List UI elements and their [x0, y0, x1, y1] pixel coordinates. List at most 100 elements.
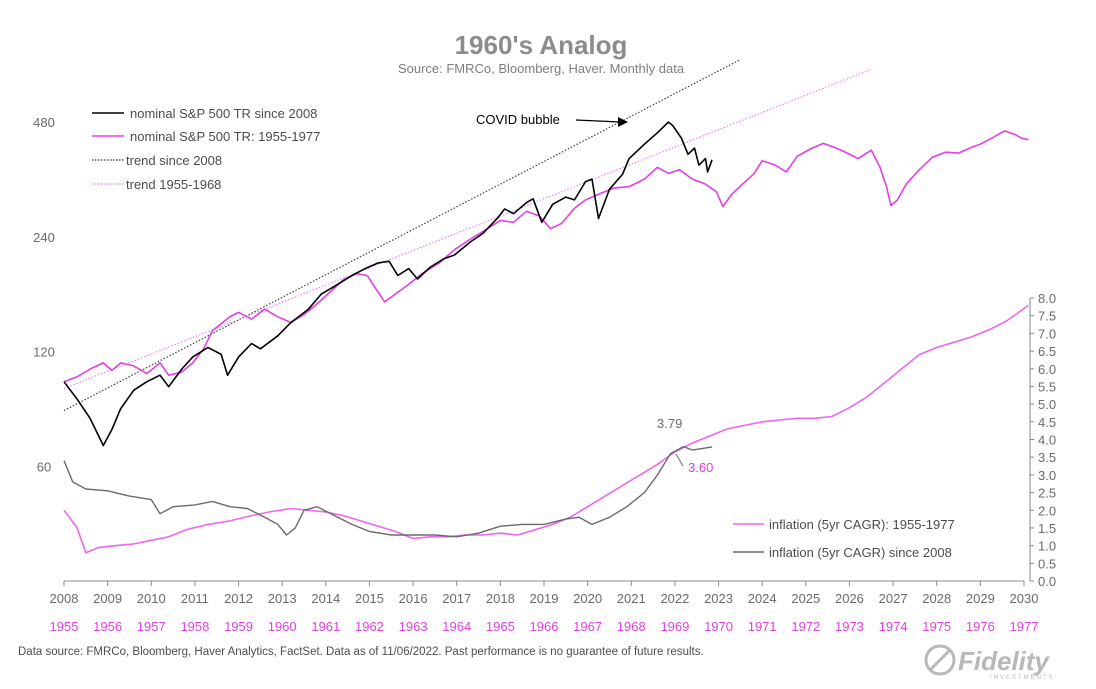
x-tick-label-top: 2021: [617, 591, 646, 606]
x-tick-label-top: 2009: [93, 591, 122, 606]
x-tick-label-bottom: 1963: [399, 619, 428, 634]
y-tick-label-left: 60: [37, 459, 51, 474]
inflation-analog-label: 3.60: [688, 460, 713, 475]
y-tick-label-right: 5.5: [1038, 379, 1056, 394]
x-tick-label-bottom: 1962: [355, 619, 384, 634]
chart-subtitle: Source: FMRCo, Bloomberg, Haver. Monthly…: [398, 61, 685, 76]
y-tick-label-right: 2.5: [1038, 486, 1056, 501]
x-tick-label-bottom: 1955: [50, 619, 79, 634]
x-tick-label-bottom: 1961: [311, 619, 340, 634]
x-tick-label-bottom: 1974: [879, 619, 908, 634]
legend-label-infl-1955: inflation (5yr CAGR): 1955-1977: [769, 517, 955, 532]
x-tick-label-top: 2018: [486, 591, 515, 606]
x-tick-label-bottom: 1969: [660, 619, 689, 634]
tick-labels: 2008 2009 2010 2011 2012 2013 2014 2015 2016 2017…: [33, 115, 1056, 634]
inflation-analog-leader: [675, 453, 684, 467]
y-tick-label-right: 4.5: [1038, 415, 1056, 430]
x-tick-label-top: 2016: [399, 591, 428, 606]
x-tick-label-top: 2017: [442, 591, 471, 606]
fidelity-logo-mark: [924, 644, 956, 676]
x-tick-label-top: 2030: [1010, 591, 1039, 606]
trend-lines: [63, 59, 872, 412]
chart-title: 1960's Analog: [455, 30, 628, 60]
fidelity-brand: Fidelity: [958, 646, 1051, 676]
x-tick-label-bottom: 1970: [704, 619, 733, 634]
series-inflation-2008: [63, 445, 713, 538]
x-tick-label-bottom: 1977: [1010, 619, 1039, 634]
legend-bottom: inflation (5yr CAGR): 1955-1977 inflatio…: [733, 517, 955, 560]
x-tick-label-top: 2019: [530, 591, 559, 606]
x-tick-label-bottom: 1973: [835, 619, 864, 634]
annotation-inflation: 3.79 3.60: [657, 416, 713, 475]
x-tick-label-bottom: 1958: [180, 619, 209, 634]
x-tick-label-top: 2010: [137, 591, 166, 606]
covid-bubble-label: COVID bubble: [476, 112, 560, 127]
y-tick-label-right: 6.5: [1038, 344, 1056, 359]
covid-arrow-head: [618, 117, 628, 127]
y-tick-label-right: 7.0: [1038, 326, 1056, 341]
legend-label-sp-2008: nominal S&P 500 TR since 2008: [130, 106, 317, 121]
fidelity-brand-sub: INVESTMENTS: [990, 675, 1055, 681]
y-tick-label-right: 5.0: [1038, 397, 1056, 412]
x-tick-label-top: 2028: [922, 591, 951, 606]
x-tick-label-bottom: 1971: [748, 619, 777, 634]
legend-label-infl-2008: inflation (5yr CAGR) since 2008: [769, 545, 952, 560]
y-tick-label-right: 1.0: [1038, 539, 1056, 554]
y-tick-label-left: 120: [33, 345, 55, 360]
x-tick-label-bottom: 1972: [791, 619, 820, 634]
y-tick-label-right: 2.0: [1038, 503, 1056, 518]
x-tick-label-top: 2014: [311, 591, 340, 606]
x-tick-label-bottom: 1957: [137, 619, 166, 634]
x-tick-label-bottom: 1956: [93, 619, 122, 634]
fidelity-logo-stroke: [928, 648, 952, 672]
y-tick-label-left: 240: [33, 230, 55, 245]
axes: [63, 297, 1034, 586]
legend-label-trend-1955: trend 1955-1968: [126, 177, 221, 192]
x-tick-label-top: 2013: [268, 591, 297, 606]
x-tick-label-top: 2020: [573, 591, 602, 606]
x-tick-label-bottom: 1975: [922, 619, 951, 634]
x-tick-label-bottom: 1967: [573, 619, 602, 634]
y-tick-label-right: 1.5: [1038, 521, 1056, 536]
y-tick-label-left: 480: [33, 115, 55, 130]
series-lines: [63, 121, 1029, 554]
y-tick-label-right: 3.0: [1038, 468, 1056, 483]
x-tick-label-top: 2025: [791, 591, 820, 606]
x-tick-label-bottom: 1966: [530, 619, 559, 634]
x-tick-label-bottom: 1976: [966, 619, 995, 634]
x-tick-label-top: 2029: [966, 591, 995, 606]
x-tick-label-top: 2024: [748, 591, 777, 606]
x-tick-label-top: 2023: [704, 591, 733, 606]
covid-arrow-line: [575, 119, 621, 123]
legend-top: nominal S&P 500 TR since 2008 nominal S&…: [92, 106, 320, 192]
x-tick-label-bottom: 1959: [224, 619, 253, 634]
x-tick-label-top: 2026: [835, 591, 864, 606]
y-tick-label-right: 3.5: [1038, 450, 1056, 465]
y-tick-label-right: 0.5: [1038, 556, 1056, 571]
y-tick-label-right: 7.5: [1038, 309, 1056, 324]
x-tick-label-bottom: 1968: [617, 619, 646, 634]
x-tick-label-top: 2011: [181, 591, 209, 606]
x-tick-label-top: 2022: [660, 591, 689, 606]
y-tick-label-right: 4.0: [1038, 433, 1056, 448]
series-sp-2008: [63, 121, 713, 447]
x-tick-label-bottom: 1964: [442, 619, 471, 634]
legend-label-sp-1955: nominal S&P 500 TR: 1955-1977: [130, 129, 320, 144]
x-tick-label-bottom: 1960: [268, 619, 297, 634]
inflation-now-label: 3.79: [657, 416, 682, 431]
x-tick-label-top: 2008: [50, 591, 79, 606]
fidelity-logo: Fidelity INVESTMENTS: [924, 644, 1055, 681]
annotation-covid: COVID bubble: [476, 112, 628, 127]
legend-label-trend-2008: trend since 2008: [126, 153, 222, 168]
x-tick-label-top: 2027: [879, 591, 908, 606]
x-tick-label-top: 2012: [224, 591, 253, 606]
trend-line-2008: [63, 59, 741, 412]
y-tick-label-right: 0.0: [1038, 574, 1056, 589]
y-tick-label-right: 6.0: [1038, 362, 1056, 377]
trend-line-1955: [63, 68, 872, 389]
series-inflation-1955: [63, 304, 1029, 554]
series-sp-1955: [63, 130, 1029, 383]
x-tick-label-top: 2015: [355, 591, 384, 606]
footer-source: Data source: FMRCo, Bloomberg, Haver Ana…: [18, 646, 704, 658]
